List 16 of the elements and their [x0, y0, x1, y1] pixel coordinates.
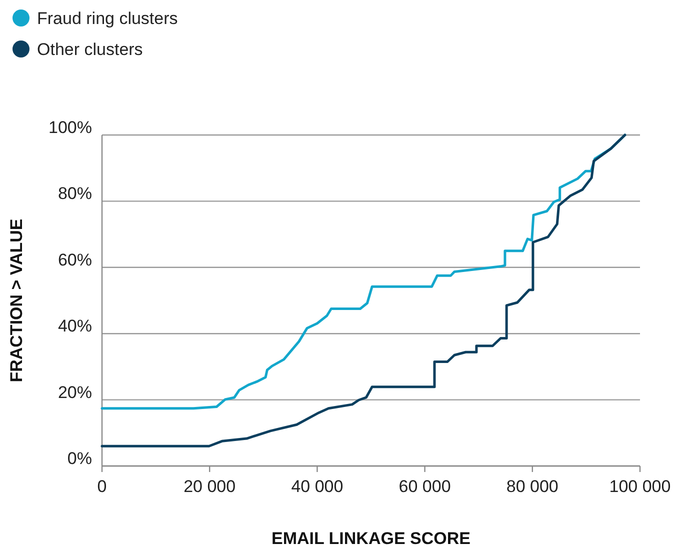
x-tick-label: 60 000 — [398, 477, 451, 496]
y-tick-label: 40% — [58, 316, 92, 336]
y-tick-label: 100% — [48, 118, 92, 137]
legend-label: Other clusters — [37, 40, 143, 59]
x-tick-label: 100 000 — [609, 477, 671, 496]
x-axis-title: EMAIL LINKAGE SCORE — [272, 529, 470, 548]
x-tick-label: 0 — [97, 477, 107, 496]
x-tick-label: 80 000 — [506, 477, 558, 496]
y-tick-label: 0% — [67, 449, 92, 468]
legend-label: Fraud ring clusters — [37, 9, 178, 28]
x-tick-label: 40 000 — [291, 477, 344, 496]
x-tick-label: 20 000 — [184, 477, 236, 496]
y-tick-label: 80% — [58, 184, 92, 204]
y-tick-label: 60% — [58, 250, 92, 270]
y-tick-label: 20% — [58, 382, 92, 402]
y-axis-title: FRACTION > VALUE — [7, 218, 26, 382]
